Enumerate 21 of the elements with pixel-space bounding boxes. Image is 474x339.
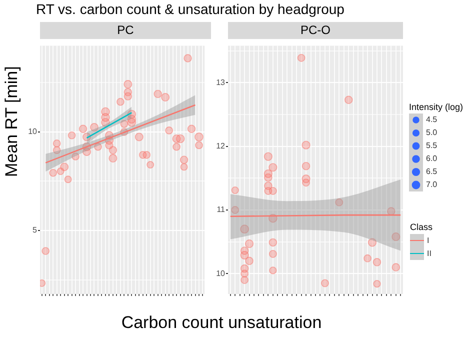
y-tick-label: 13	[216, 78, 226, 87]
legend-label: 5.0	[426, 128, 438, 138]
y-tick-label: 5	[32, 226, 38, 235]
legend-label: I	[427, 236, 430, 245]
legend-title: Class	[410, 222, 433, 232]
y-tick-label: 10	[216, 268, 226, 278]
legend-label: II	[427, 249, 432, 258]
y-tick-label: 12	[216, 142, 226, 151]
chart-title: RT vs. carbon count & unsaturation by headgroup	[36, 1, 344, 17]
y-tick-label: 10	[28, 127, 38, 136]
legend-label: 4.5	[426, 115, 438, 124]
legend-label: 6.0	[426, 154, 438, 164]
y-axis-title: Mean RT [min]	[2, 66, 22, 177]
legend-label: 5.5	[426, 141, 438, 150]
chart-subtitle: PC	[40, 22, 211, 39]
legend-label: 7.0	[426, 180, 438, 190]
legend-label: 6.5	[426, 167, 438, 176]
x-axis-title: Carbon count unsaturation	[120, 313, 323, 333]
y-tick-label: 11	[216, 205, 226, 214]
chart-subtitle: PC-O	[228, 22, 403, 39]
legend-title: Intensity (log)	[409, 102, 464, 112]
